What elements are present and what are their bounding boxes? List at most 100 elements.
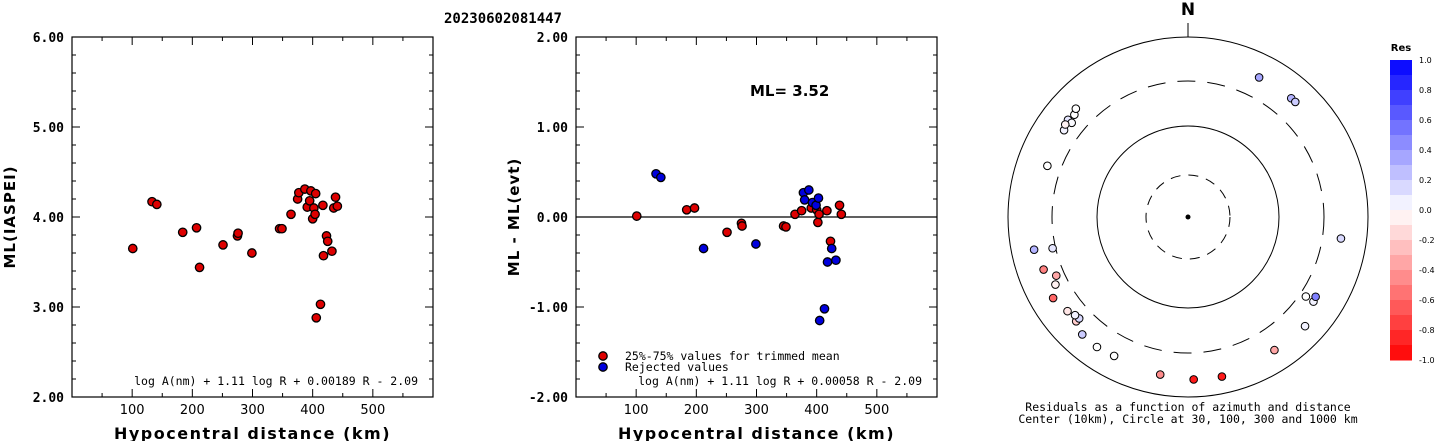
legend-label: 25%-75% values for trimmed mean <box>625 349 840 363</box>
legend-marker <box>598 351 608 361</box>
formula-label: log A(nm) + 1.11 log R + 0.00189 R - 2.0… <box>134 374 418 388</box>
ml-vs-distance-chart: 100 200 300 400 500 2.00 3.00 4.00 5.00 6.00 Hypoc… <box>1 31 434 441</box>
colorbar-segment <box>1390 60 1412 76</box>
colorbar-segment <box>1390 120 1412 136</box>
residual-point <box>1155 370 1165 379</box>
x-axis-label: Hypocentral distance (km) <box>114 424 391 441</box>
x-tick-label: 200 <box>180 403 205 418</box>
data-point <box>191 222 202 233</box>
residual-point <box>1051 271 1061 280</box>
data-point <box>233 228 243 239</box>
x-tick-label: 400 <box>300 403 325 418</box>
caption-line-1: Residuals as a function of azimuth and d… <box>1025 400 1350 414</box>
trimmed-mean-point <box>781 222 791 232</box>
data-point <box>322 236 333 247</box>
colorbar-segment <box>1390 300 1412 316</box>
trimmed-mean-point <box>813 217 823 228</box>
formula-label: log A(nm) + 1.11 log R + 0.00058 R - 2.0… <box>638 374 922 388</box>
residual-point <box>1336 234 1346 243</box>
trimmed-mean-point <box>836 209 847 220</box>
colorbar-tick-label: 1.0 <box>1419 56 1432 65</box>
colorbar-tick-label: 0.4 <box>1419 146 1432 155</box>
rejected-point <box>698 243 709 254</box>
colorbar-segment <box>1390 330 1412 346</box>
data-point <box>177 227 188 238</box>
rejected-point <box>819 303 830 314</box>
colorbar-segment <box>1390 135 1412 151</box>
residual-point <box>1048 243 1057 253</box>
residual-vs-distance-chart: 100 200 300 400 500 -2.00 -1.00 0.00 1.00 2.00 Hyp… <box>505 31 938 441</box>
residual-point <box>1071 104 1081 113</box>
colorbar-tick-label: 0.6 <box>1419 116 1432 125</box>
y-tick-label: 3.00 <box>33 301 64 316</box>
y-axis-label: ML - ML(evt) <box>505 158 523 276</box>
circle-300km <box>1051 80 1325 354</box>
y-tick-label: 4.00 <box>33 211 64 226</box>
x-tick-label: 100 <box>120 403 145 418</box>
y-axis-label: ML(IASPEI) <box>1 165 19 268</box>
rejected-point <box>826 243 837 254</box>
x-axis-label: Hypocentral distance (km) <box>618 424 895 441</box>
data-point <box>311 312 322 323</box>
rejected-point <box>803 185 814 195</box>
residual-point <box>1063 306 1072 316</box>
colorbar-tick-label: -0.4 <box>1419 266 1435 275</box>
trimmed-mean-point <box>722 227 732 238</box>
residual-point <box>1254 73 1264 82</box>
residual-point <box>1109 351 1119 361</box>
colorbar-tick-label: 0.0 <box>1419 206 1432 215</box>
circle-30km <box>1145 174 1231 260</box>
ml-annotation: ML= 3.52 <box>750 82 829 100</box>
colorbar-segment <box>1390 180 1412 196</box>
colorbar-tick-label: -1.0 <box>1419 356 1435 365</box>
y-tick-label: 2.00 <box>537 31 568 46</box>
colorbar-segment <box>1390 210 1412 226</box>
data-point <box>318 250 329 261</box>
y-tick-label: 1.00 <box>537 121 568 136</box>
x-tick-label: 200 <box>684 403 709 418</box>
residual-point <box>1029 245 1039 255</box>
rejected-point <box>831 255 841 266</box>
residual-point <box>1270 345 1279 355</box>
residual-point <box>1301 292 1311 301</box>
y-tick-label: 5.00 <box>33 121 64 136</box>
colorbar-segment <box>1390 225 1412 241</box>
residual-point <box>1070 310 1080 320</box>
data-point <box>310 188 321 199</box>
data-point <box>151 199 162 210</box>
north-label: N <box>1181 0 1195 20</box>
residual-point <box>1043 161 1052 171</box>
data-point <box>332 201 343 212</box>
data-point <box>194 262 205 273</box>
colorbar-tick-label: -0.2 <box>1419 236 1435 245</box>
colorbar-segment <box>1390 150 1412 166</box>
trimmed-mean-point <box>814 209 824 220</box>
colorbar-tick-label: -0.6 <box>1419 296 1435 305</box>
residual-azimuth-polar-chart: N Residuals as a function of azimuth and … <box>1007 0 1435 426</box>
x-tick-label: 500 <box>864 403 889 418</box>
colorbar-title: Res <box>1391 43 1411 54</box>
circle-100km <box>1096 125 1280 309</box>
data-point <box>127 243 138 254</box>
y-tick-label: 6.00 <box>33 31 64 46</box>
residual-point <box>1051 280 1060 289</box>
x-tick-label: 400 <box>804 403 829 418</box>
colorbar-segment <box>1390 165 1412 181</box>
x-tick-label: 100 <box>624 403 649 418</box>
data-point <box>218 240 228 250</box>
data-point <box>315 299 326 310</box>
residual-point <box>1060 120 1070 129</box>
rejected-point <box>813 193 824 203</box>
caption-line-2: Center (10km), Circle at 30, 100, 300 an… <box>1018 412 1357 426</box>
legend-label: Rejected values <box>625 360 729 374</box>
colorbar-segment <box>1390 315 1412 331</box>
rejected-point <box>814 315 825 326</box>
colorbar-segment <box>1390 345 1412 361</box>
trimmed-mean-point <box>737 221 747 231</box>
colorbar-segment <box>1390 75 1412 91</box>
y-tick-label: -1.00 <box>529 301 568 316</box>
x-tick-label: 300 <box>240 403 265 418</box>
colorbar-tick-label: 0.2 <box>1419 176 1432 185</box>
residual-point <box>1217 372 1227 381</box>
